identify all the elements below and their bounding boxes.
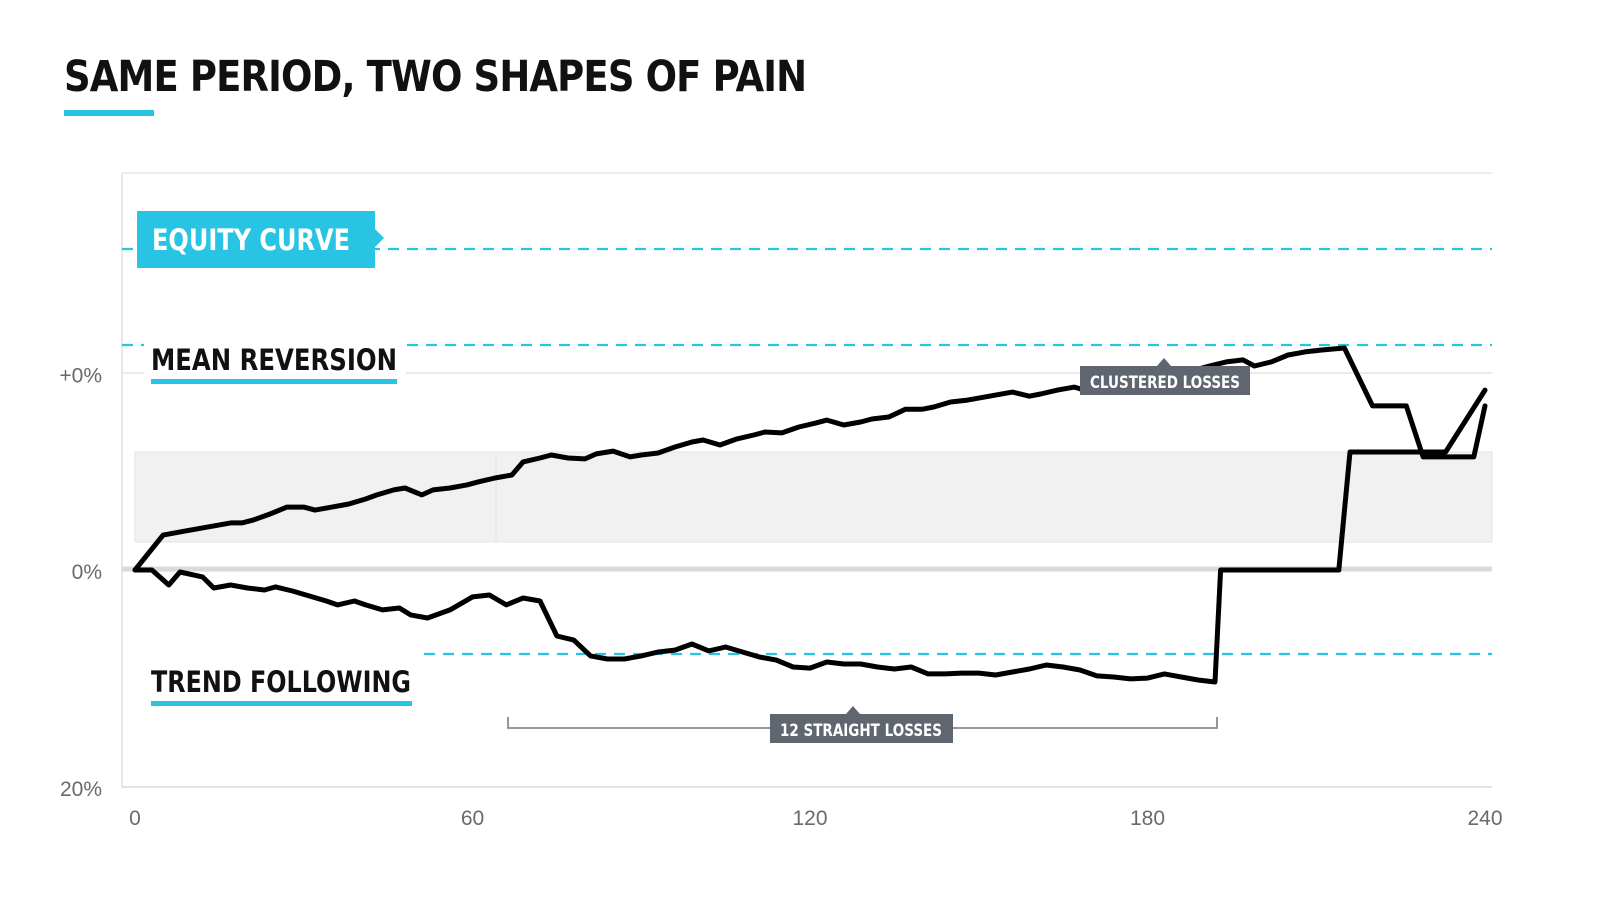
y-tick-label: 0% — [72, 561, 102, 584]
trend-following-label-bg — [144, 655, 420, 707]
clustered-losses-label: CLUSTERED LOSSES — [1090, 373, 1240, 393]
straight-losses-label: 12 STRAIGHT LOSSES — [780, 721, 942, 741]
x-tick-label: 120 — [792, 807, 827, 830]
trend-following-underline — [151, 701, 412, 706]
clustered-losses-callout-pointer — [1157, 358, 1171, 366]
x-tick-label: 60 — [461, 807, 484, 830]
series-line-mean-reversion — [132, 345, 1488, 573]
mean-reversion-label-bg — [144, 337, 406, 387]
x-tick-label: 0 — [129, 807, 141, 830]
y-tick-label: 20% — [60, 778, 102, 801]
trend-following-label: TREND FOLLOWING — [151, 665, 411, 699]
title-underline — [64, 110, 154, 116]
straight-losses-callout — [770, 714, 953, 743]
straight-losses-callout-pointer — [846, 706, 860, 714]
mean-reversion-underline — [151, 379, 397, 384]
clustered-losses-callout — [1080, 366, 1250, 395]
shaded-band — [134, 451, 1493, 543]
page-title: SAME PERIOD, TWO SHAPES OF PAIN — [64, 52, 807, 102]
y-tick-label: +0% — [59, 364, 102, 387]
series-line-trend-following — [132, 387, 1488, 685]
x-tick-label: 240 — [1467, 807, 1502, 830]
x-tick-label: 180 — [1130, 807, 1165, 830]
mean-reversion-label: MEAN REVERSION — [151, 343, 397, 377]
equity-curve-tag — [137, 211, 375, 268]
equity-curve-label: EQUITY CURVE — [152, 223, 350, 257]
equity-curve-tag-pointer — [375, 229, 384, 247]
